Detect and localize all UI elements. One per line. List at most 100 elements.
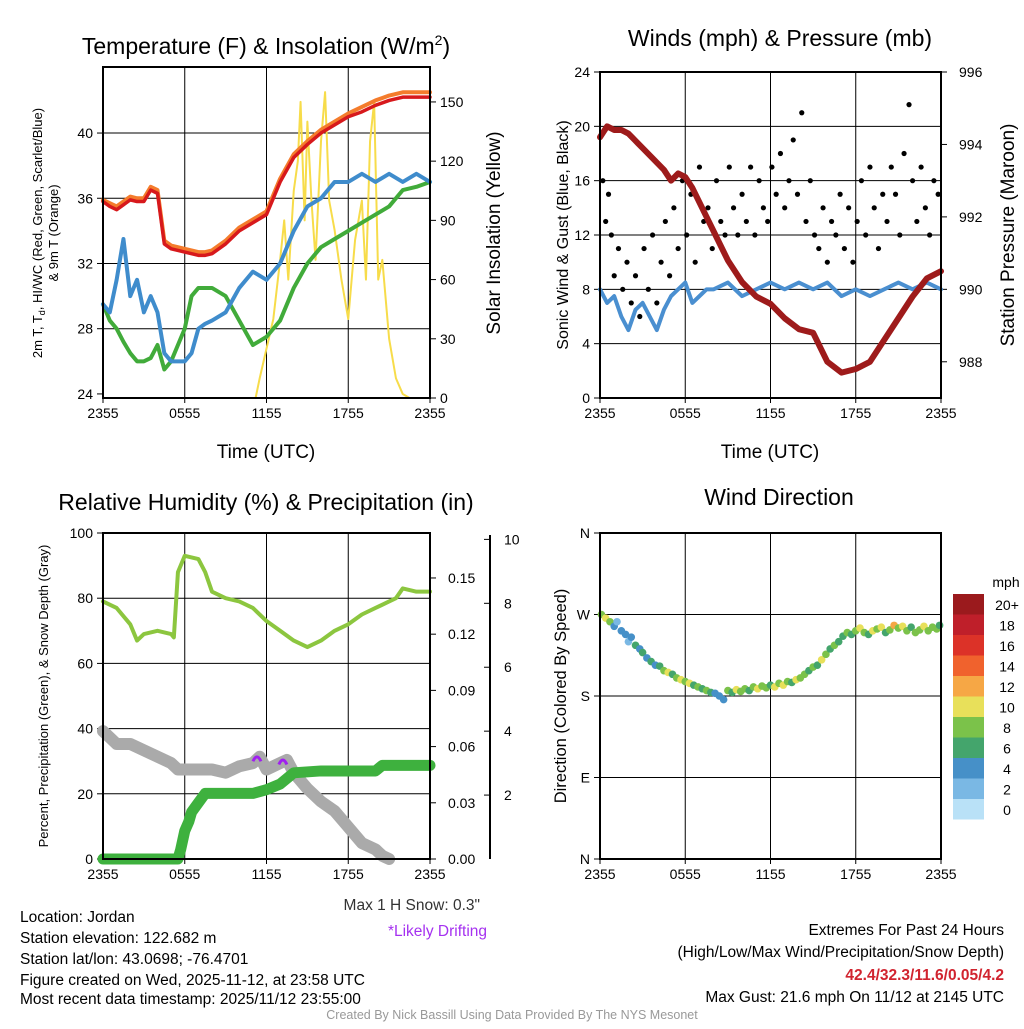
gust-point [675,245,681,252]
temp-9m-line [101,90,432,255]
wind-direction-point [877,623,886,631]
legend-swatch [953,717,984,738]
gust-point [611,273,617,279]
x-tick-label: 1755 [840,405,871,421]
humidity-y-tick-label: 0 [85,851,93,867]
gust-point [790,137,796,143]
footer-created: Figure created on Wed, 2025-11-12, at 23… [20,972,365,989]
temperature-plot-frame [102,66,431,399]
windchill-line [101,171,432,364]
snow-y-tick-label: 6 [504,659,512,675]
gust-point [922,205,928,211]
gust-point [884,218,890,225]
wind-direction-point [638,648,647,657]
solar-y-tick-label: 60 [440,272,456,288]
x-tick-label: 1155 [251,866,281,882]
gust-point [914,218,920,225]
direction-y-tick-label: S [581,688,590,704]
gust-point [909,178,916,184]
gust-point [603,218,609,225]
wind-y-tick-label: 12 [574,227,590,243]
gust-point [858,178,865,184]
legend-swatch [953,696,984,717]
solar-insolation-line [102,91,431,399]
solar-y-tick-label: 120 [440,153,464,169]
gust-point [854,218,860,225]
legend-label: 4 [1003,761,1011,777]
wind-direction-point [719,695,728,704]
wind-y-tick-label: 16 [574,173,590,189]
pressure-line [597,123,944,376]
gust-point [906,102,912,108]
x-tick-label: 2355 [584,405,615,421]
gust-point [892,191,899,197]
gust-point [608,232,614,238]
gust-point [615,245,622,252]
gust-point [837,191,843,197]
legend-title: mph [992,574,1019,590]
snow-depth-line [97,725,396,865]
gust-point [709,245,715,252]
gust-point [667,273,673,279]
gust-point [811,232,818,238]
wind-direction-point [834,637,843,646]
gust-point [841,245,847,252]
gust-point [705,205,711,211]
wind-direction-point [935,621,944,630]
x-tick-label: 1155 [251,405,281,421]
wind-y-tick-label: 24 [574,64,590,80]
legend-swatch [953,614,984,635]
gust-point [632,273,639,279]
legend-label: 20+ [995,597,1019,613]
x-tick-label: 1755 [333,405,364,421]
humidity-ylabel: Percent, Precipitation (Green), & Snow D… [36,545,51,848]
pressure-y-tick-label: 994 [959,136,983,152]
sonic-wind-line [598,280,943,333]
gust-point [743,218,749,225]
legend-swatch [953,676,984,697]
winds-panel-title: Winds (mph) & Pressure (mb) [628,25,932,51]
gust-point [760,205,766,211]
legend-swatch [953,594,984,615]
x-tick-label: 2355 [87,866,118,882]
legend-label: 2 [1003,782,1011,798]
legend-label: 0 [1003,802,1011,818]
precip-y-tick-label: 0.06 [448,739,475,755]
extremes-title: Extremes For Past 24 Hours [808,922,1004,939]
x-tick-label: 2355 [925,866,956,882]
precip-y-tick-label: 0.12 [448,626,475,642]
gust-point [726,164,732,170]
precip-y-tick-label: 0.03 [448,795,475,811]
pressure-y-tick-label: 990 [959,281,983,297]
gust-point [605,191,612,197]
wind-y-tick-label: 8 [582,281,590,297]
max-gust: Max Gust: 21.6 mph On 11/12 at 2145 UTC [705,989,1004,1006]
gust-point [735,232,741,238]
gust-point [752,232,758,238]
gust-point [931,178,937,184]
drifting-note: *Likely Drifting [388,923,487,940]
legend-label: 12 [999,679,1015,695]
gust-point [897,232,903,238]
wind-y-tick-label: 0 [582,390,590,406]
wind-direction-ylabel: Direction (Colored By Speed) [552,589,570,804]
gust-point [769,164,775,170]
gust-point [901,150,907,157]
temp-2m-line [101,95,432,258]
x-tick-label: 1755 [333,866,364,882]
precip-y-tick-label: 0.15 [448,570,475,586]
wind-y-tick-label: 20 [574,118,590,134]
precip-y-tick-label: 0.09 [448,682,475,698]
wind-direction-point [822,650,830,659]
gust-point [816,245,822,252]
solar-y-tick-label: 150 [440,94,464,110]
x-tick-label: 0555 [670,866,701,882]
gust-point [850,259,856,265]
gust-point [803,218,809,225]
legend-label: 16 [999,638,1015,654]
x-tick-label: 1155 [755,405,785,421]
wind-direction-point [627,633,636,641]
footer-elevation: Station elevation: 122.682 m [20,930,216,947]
gust-point [624,259,630,265]
